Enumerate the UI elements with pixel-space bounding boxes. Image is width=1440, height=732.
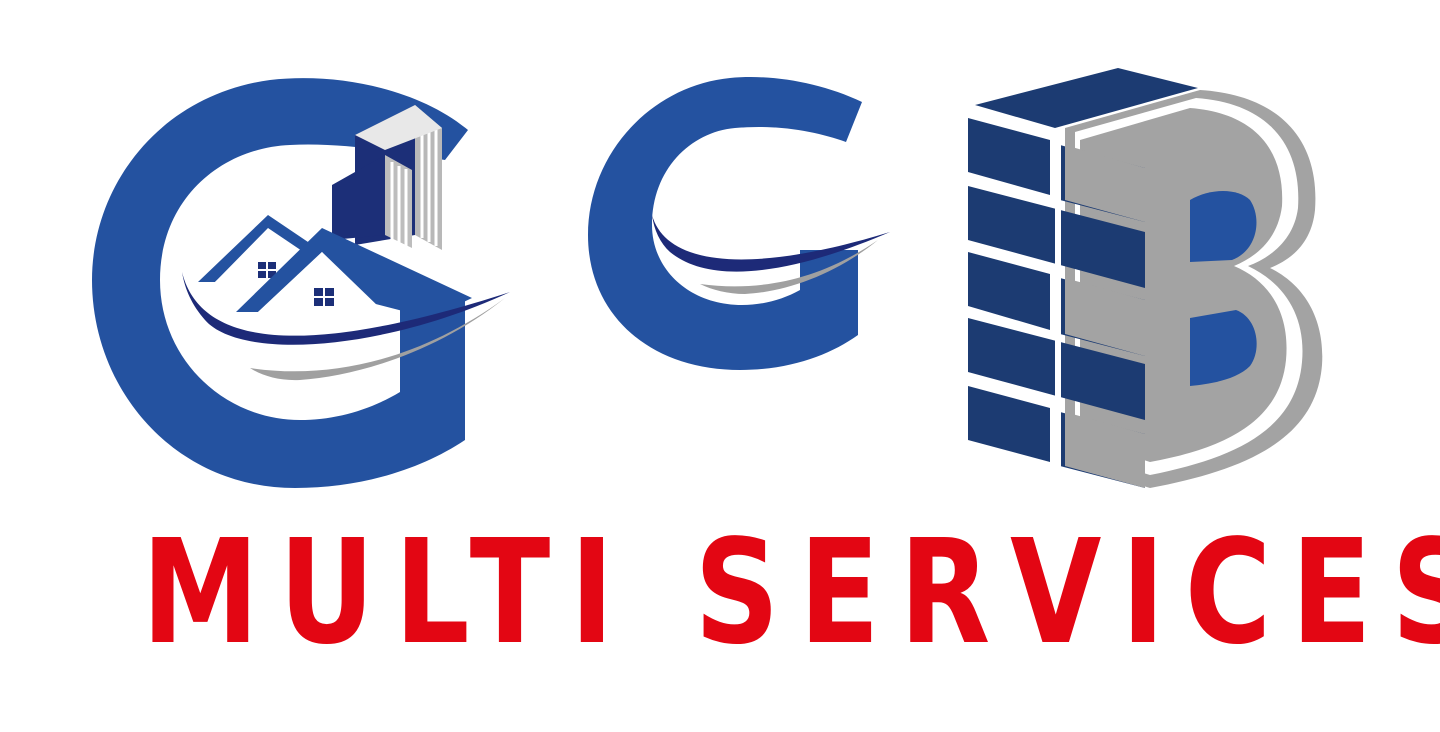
letter-g-second-body: [588, 77, 862, 370]
gray-bricks: [1065, 145, 1145, 488]
tagline-multi-services: MULTI SERVICES: [142, 512, 1323, 672]
letter-g-second: [588, 77, 890, 370]
ggb-logo: [0, 0, 1440, 520]
letter-g-with-buildings: [92, 78, 510, 488]
letter-b-bricks: [968, 68, 1322, 488]
